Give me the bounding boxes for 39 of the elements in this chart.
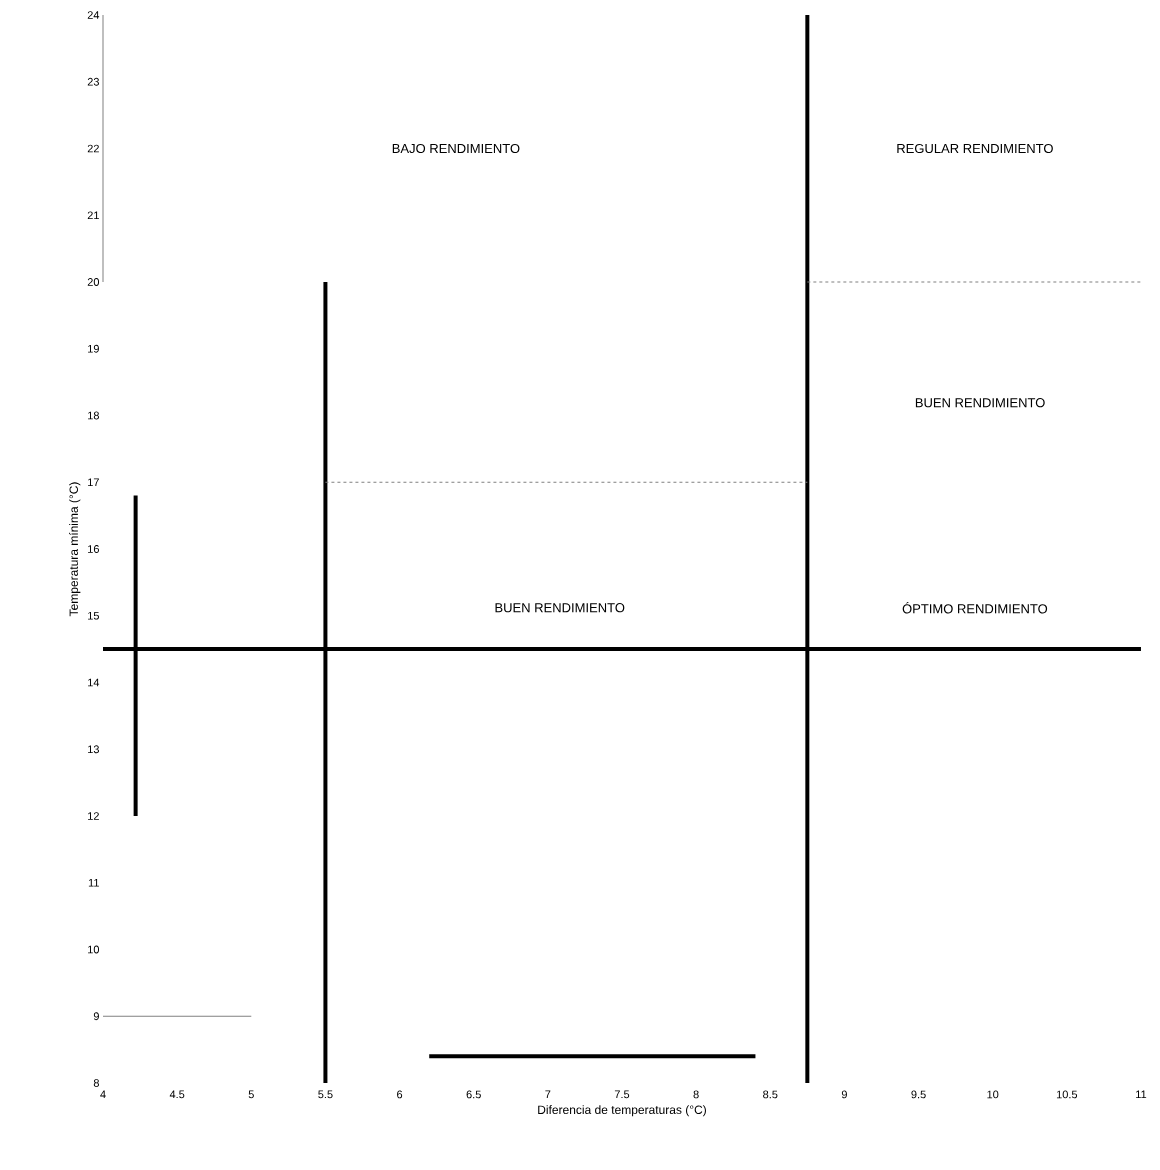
y-tick-label: 13 xyxy=(88,745,99,754)
x-tick-label: 8.5 xyxy=(763,1090,778,1099)
x-tick-label: 5 xyxy=(248,1090,254,1099)
y-tick-label: 21 xyxy=(87,211,99,220)
y-tick-label: 20 xyxy=(87,278,100,286)
annotation: ÓPTIMO RENDIMIENTO xyxy=(902,602,1048,614)
y-tick-label: 23 xyxy=(87,77,99,86)
y-axis-title: Temperatura mínima (°C) xyxy=(69,482,81,617)
y-tick-label: 17 xyxy=(88,478,99,487)
annotation: BAJO RENDIMIENTO xyxy=(392,143,520,154)
x-tick-label: 4.5 xyxy=(169,1090,185,1099)
y-tick-label: 24 xyxy=(87,11,100,19)
x-tick-label: 10.5 xyxy=(1056,1090,1078,1099)
y-tick-label: 15 xyxy=(88,611,99,620)
x-tick-label: 9 xyxy=(841,1090,847,1099)
y-tick-label: 10 xyxy=(88,945,100,954)
y-tick-label: 16 xyxy=(88,545,99,553)
y-tick-label: 9 xyxy=(93,1012,99,1021)
y-tick-label: 14 xyxy=(88,678,100,687)
x-axis-title: Diferencia de temperaturas (°C) xyxy=(538,1105,706,1117)
x-tick-label: 11 xyxy=(1136,1090,1147,1099)
y-tick-label: 18 xyxy=(88,411,99,420)
x-tick-label: 4 xyxy=(100,1090,106,1099)
y-tick-label: 12 xyxy=(88,812,99,820)
x-tick-label: 7.5 xyxy=(614,1090,630,1099)
annotation: BUEN RENDIMIENTO xyxy=(915,398,1045,408)
y-tick-label: 19 xyxy=(88,344,99,353)
x-tick-label: 8 xyxy=(693,1090,699,1099)
y-tick-label: 8 xyxy=(93,1079,99,1087)
x-tick-label: 7 xyxy=(545,1090,551,1099)
x-tick-label: 9.5 xyxy=(911,1090,926,1099)
x-tick-label: 5.5 xyxy=(318,1090,333,1099)
y-tick-label: 22 xyxy=(87,144,99,153)
x-tick-label: 6.5 xyxy=(466,1090,481,1099)
annotation: BUEN RENDIMIENTO xyxy=(495,603,625,613)
x-tick-label: 6 xyxy=(397,1090,403,1099)
annotation: REGULAR RENDIMIENTO xyxy=(897,143,1053,154)
x-tick-label: 10 xyxy=(987,1090,999,1099)
y-tick-label: 11 xyxy=(88,878,99,887)
